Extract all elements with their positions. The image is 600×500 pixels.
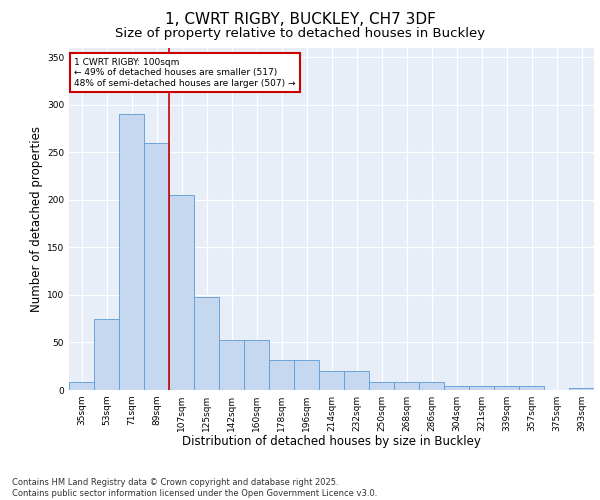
Bar [519,386,544,390]
Bar [394,382,419,390]
Text: 1, CWRT RIGBY, BUCKLEY, CH7 3DF: 1, CWRT RIGBY, BUCKLEY, CH7 3DF [164,12,436,28]
Bar [419,382,444,390]
Y-axis label: Number of detached properties: Number of detached properties [30,126,43,312]
Bar [344,371,369,390]
Bar [369,382,394,390]
Bar [469,386,494,390]
Bar [69,382,94,390]
Bar [294,360,319,390]
X-axis label: Distribution of detached houses by size in Buckley: Distribution of detached houses by size … [182,436,481,448]
Bar [219,340,244,390]
Text: 1 CWRT RIGBY: 100sqm
← 49% of detached houses are smaller (517)
48% of semi-deta: 1 CWRT RIGBY: 100sqm ← 49% of detached h… [74,58,296,88]
Bar [444,386,469,390]
Bar [244,340,269,390]
Bar [319,371,344,390]
Bar [569,388,594,390]
Bar [144,142,169,390]
Bar [494,386,519,390]
Bar [169,195,194,390]
Text: Contains HM Land Registry data © Crown copyright and database right 2025.
Contai: Contains HM Land Registry data © Crown c… [12,478,377,498]
Bar [94,318,119,390]
Bar [194,297,219,390]
Bar [269,360,294,390]
Text: Size of property relative to detached houses in Buckley: Size of property relative to detached ho… [115,28,485,40]
Bar [119,114,144,390]
